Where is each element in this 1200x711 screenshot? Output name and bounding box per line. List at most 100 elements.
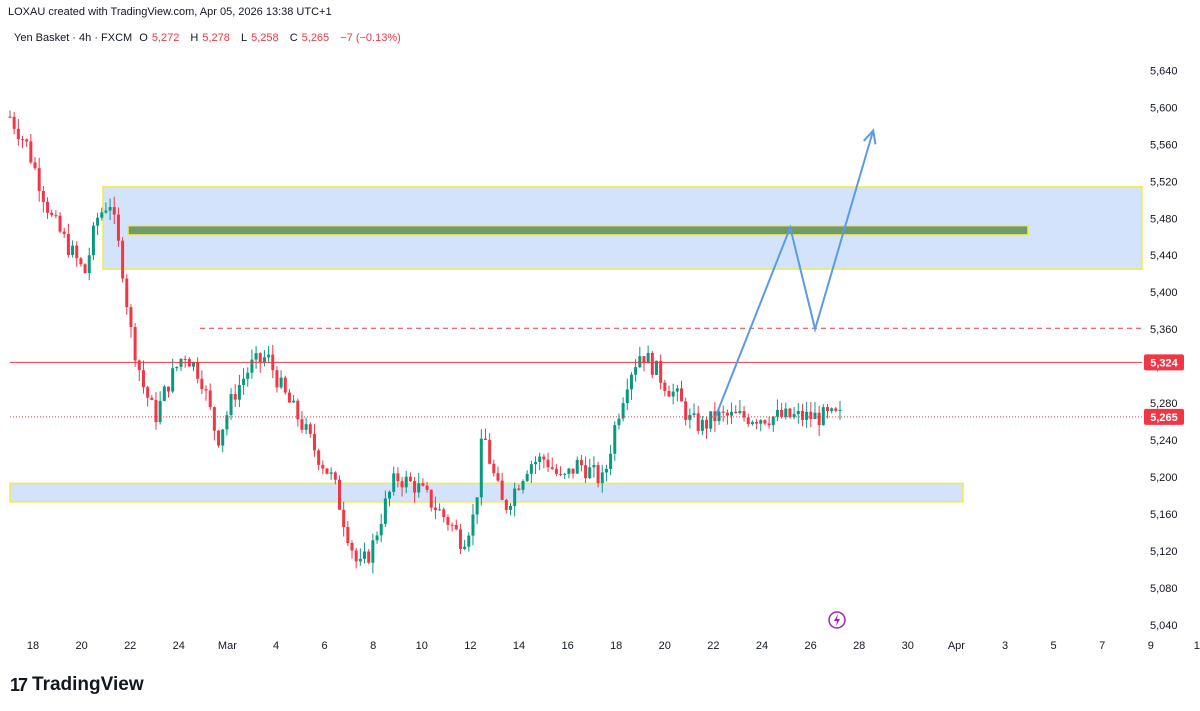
candle-body bbox=[396, 473, 400, 482]
candle-body bbox=[750, 422, 754, 425]
candle-body bbox=[46, 201, 50, 213]
open-label: O bbox=[139, 32, 148, 44]
candle-body bbox=[333, 472, 337, 480]
candle-body bbox=[363, 551, 367, 559]
candle-body bbox=[609, 453, 613, 469]
candle-body bbox=[125, 278, 129, 308]
candle-body bbox=[342, 509, 346, 528]
x-tick-label: 4 bbox=[273, 640, 279, 652]
candle-body bbox=[413, 481, 417, 493]
candle-body bbox=[62, 231, 66, 234]
candle-body bbox=[66, 233, 70, 256]
time-axis[interactable]: 18 20 22 24 Mar 4 6 8 10 12 14 16 18 20 22 24 26 28 30 Apr 3… bbox=[27, 640, 1200, 652]
candle-body bbox=[229, 394, 233, 416]
candle-body bbox=[825, 407, 829, 412]
candle-body bbox=[471, 514, 475, 536]
candle-body bbox=[675, 388, 679, 392]
candle-body bbox=[763, 420, 767, 424]
candle-body bbox=[805, 411, 809, 420]
candle-body bbox=[325, 468, 329, 474]
candle-body bbox=[629, 374, 633, 390]
demand-zone bbox=[9, 482, 964, 503]
x-tick-label: 12 bbox=[464, 640, 476, 652]
close-value: 5,265 bbox=[301, 32, 330, 44]
candle-body bbox=[821, 407, 825, 426]
candle-body bbox=[546, 459, 550, 468]
candle-body bbox=[116, 214, 120, 241]
candle-body bbox=[538, 456, 542, 463]
candle-body bbox=[646, 352, 650, 364]
candle-body bbox=[834, 408, 838, 411]
candle-body bbox=[50, 212, 54, 216]
y-tick-label: 5,160 bbox=[1150, 509, 1178, 521]
horizontal-level-tag-text: 5,324 bbox=[1150, 357, 1178, 369]
x-tick-label: 7 bbox=[1099, 640, 1105, 652]
candle-body bbox=[121, 240, 125, 279]
candle-body bbox=[25, 139, 29, 142]
candle-body bbox=[58, 215, 62, 232]
candle-body bbox=[192, 362, 196, 367]
candle-body bbox=[408, 476, 412, 482]
x-tick-label: 18 bbox=[27, 640, 39, 652]
x-tick-label: 28 bbox=[853, 640, 865, 652]
candle-body bbox=[746, 417, 750, 425]
candle-body bbox=[742, 411, 746, 418]
candle-body bbox=[817, 412, 821, 426]
x-tick-label: 20 bbox=[75, 640, 87, 652]
candle-body bbox=[517, 488, 521, 490]
candle-body bbox=[154, 399, 158, 423]
candle-body bbox=[292, 400, 296, 403]
candle-body bbox=[371, 540, 375, 563]
candle-body bbox=[200, 378, 204, 390]
candle-body bbox=[346, 527, 350, 543]
candle-body bbox=[166, 386, 170, 392]
high-value: 5,278 bbox=[202, 32, 230, 44]
candle-body bbox=[41, 190, 45, 202]
candle-body bbox=[287, 392, 291, 403]
candle-body bbox=[233, 394, 237, 400]
candle-body bbox=[671, 391, 675, 397]
candle-body bbox=[830, 408, 834, 412]
candle-body bbox=[454, 525, 458, 530]
candle-body bbox=[563, 473, 567, 475]
y-tick-label: 5,400 bbox=[1150, 287, 1178, 299]
candle-body bbox=[250, 359, 254, 373]
x-tick-label: Mar bbox=[218, 640, 237, 652]
candle-body bbox=[559, 473, 563, 475]
candle-body bbox=[254, 353, 258, 360]
candle-body bbox=[667, 391, 671, 397]
candle-body bbox=[463, 546, 467, 549]
symbol-name[interactable]: Yen Basket · 4h · FXCM bbox=[14, 32, 133, 44]
candle-body bbox=[317, 450, 321, 465]
low-value: 5,258 bbox=[251, 32, 279, 44]
candle-body bbox=[509, 505, 513, 510]
candle-body bbox=[429, 489, 433, 508]
candle-body bbox=[54, 215, 58, 217]
candle-body bbox=[246, 372, 250, 379]
lightning-icon[interactable] bbox=[828, 611, 846, 629]
candle-body bbox=[129, 307, 133, 328]
candle-body bbox=[725, 412, 729, 416]
x-tick-label: 24 bbox=[756, 640, 768, 652]
price-axis[interactable]: 5,640 5,600 5,560 5,520 5,480 5,440 5,400 5,360… bbox=[1150, 65, 1178, 631]
candle-body bbox=[79, 258, 83, 265]
candle-body bbox=[600, 472, 604, 484]
candle-body bbox=[208, 390, 212, 408]
candle-body bbox=[358, 558, 362, 562]
x-tick-label: 10 bbox=[416, 640, 428, 652]
candle-body bbox=[225, 415, 229, 430]
candle-body bbox=[588, 467, 592, 479]
candle-body bbox=[721, 411, 725, 413]
y-tick-label: 5,520 bbox=[1150, 176, 1178, 188]
tradingview-brand[interactable]: 17 TradingView bbox=[10, 674, 144, 696]
candle-body bbox=[467, 535, 471, 547]
candle-body bbox=[755, 422, 759, 424]
projection-arrow bbox=[714, 130, 875, 418]
candle-body bbox=[367, 551, 371, 563]
candle-body bbox=[784, 408, 788, 417]
high-label: H bbox=[190, 32, 199, 44]
candle-body bbox=[809, 411, 813, 420]
candle-body bbox=[400, 481, 404, 488]
candle-body bbox=[771, 416, 775, 426]
